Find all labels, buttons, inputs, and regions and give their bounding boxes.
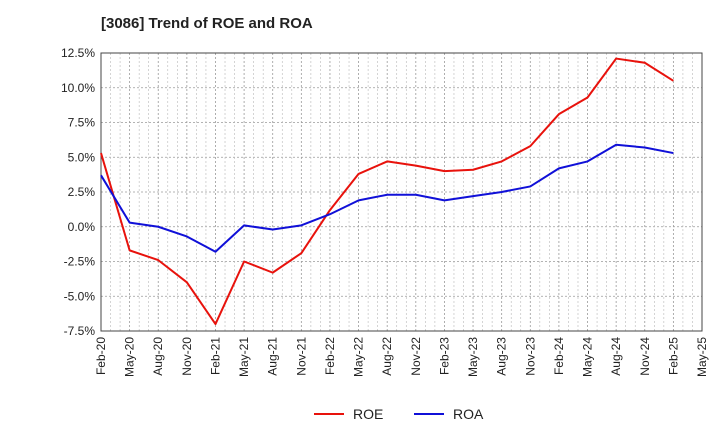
legend-label-roa: ROA bbox=[453, 406, 484, 422]
x-tick-label: Aug-21 bbox=[266, 337, 280, 376]
x-tick-label: May-24 bbox=[581, 337, 595, 377]
x-tick-label: May-21 bbox=[237, 337, 251, 377]
x-tick-label: Nov-22 bbox=[409, 337, 423, 376]
x-tick-label: Feb-21 bbox=[208, 337, 222, 375]
y-tick-label: 7.5% bbox=[68, 116, 96, 130]
x-tick-label: Aug-23 bbox=[495, 337, 509, 376]
y-tick-label: -2.5% bbox=[64, 255, 96, 269]
x-tick-label: Feb-22 bbox=[323, 337, 337, 375]
x-tick-label: Feb-25 bbox=[666, 337, 680, 375]
x-tick-label: Nov-24 bbox=[638, 337, 652, 376]
x-tick-label: Nov-20 bbox=[180, 337, 194, 376]
x-tick-label: Feb-20 bbox=[94, 337, 108, 375]
x-tick-label: May-25 bbox=[695, 337, 709, 377]
y-tick-label: 12.5% bbox=[61, 46, 95, 60]
x-tick-label: May-22 bbox=[352, 337, 366, 377]
chart-title: [3086] Trend of ROE and ROA bbox=[101, 15, 313, 32]
x-tick-label: Aug-22 bbox=[380, 337, 394, 376]
x-tick-label: May-20 bbox=[123, 337, 137, 377]
x-tick-label: Feb-24 bbox=[552, 337, 566, 375]
x-tick-label: Feb-23 bbox=[437, 337, 451, 375]
series-line-roa bbox=[100, 143, 674, 253]
y-tick-label: 10.0% bbox=[61, 81, 95, 95]
series-line-roe bbox=[100, 57, 674, 326]
x-tick-label: Nov-23 bbox=[523, 337, 537, 376]
x-tick-label: Aug-20 bbox=[151, 337, 165, 376]
x-tick-label: May-23 bbox=[466, 337, 480, 377]
y-tick-label: 5.0% bbox=[68, 150, 96, 164]
plot-border bbox=[100, 52, 703, 332]
y-tick-label: -5.0% bbox=[64, 289, 96, 303]
y-tick-label: -7.5% bbox=[64, 324, 96, 338]
legend-label-roe: ROE bbox=[353, 406, 383, 422]
y-tick-label: 0.0% bbox=[68, 220, 96, 234]
y-tick-label: 2.5% bbox=[68, 185, 96, 199]
x-tick-label: Nov-21 bbox=[294, 337, 308, 376]
x-tick-label: Aug-24 bbox=[609, 337, 623, 376]
